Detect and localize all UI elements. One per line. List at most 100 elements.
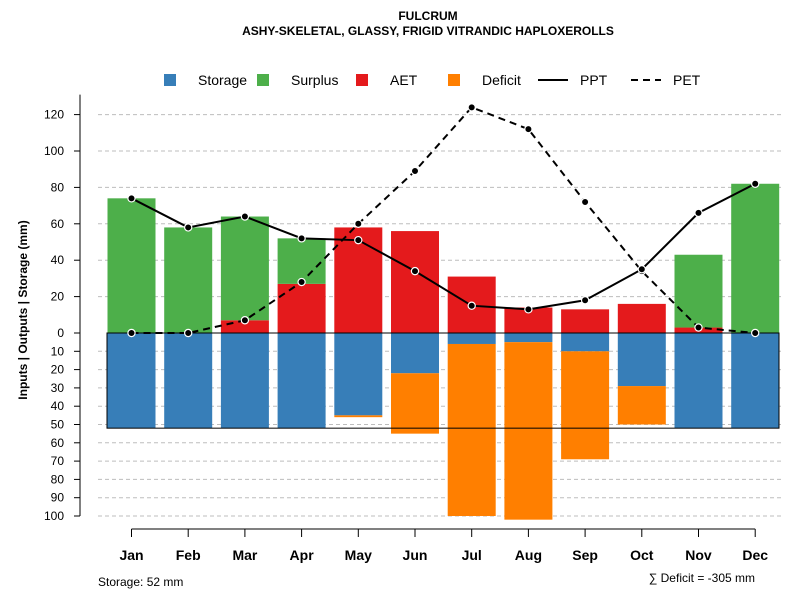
bar-storage-may xyxy=(334,333,383,416)
bar-storage-aug xyxy=(504,333,553,343)
y-tick-label: 60 xyxy=(51,217,65,231)
y-tick-label: 120 xyxy=(44,108,64,122)
bar-deficit-sep xyxy=(561,351,610,460)
bar-storage-feb xyxy=(164,333,213,429)
pet-point-sep xyxy=(580,197,590,207)
bar-storage-mar xyxy=(220,333,269,429)
bar-storage-oct xyxy=(617,333,666,387)
bar-surplus-mar xyxy=(220,216,269,321)
pet-point-feb xyxy=(183,328,193,338)
x-tick-label-sep: Sep xyxy=(572,547,598,563)
deficit-note: ∑ Deficit = -305 mm xyxy=(649,571,755,585)
y-tick-label: 0 xyxy=(57,326,64,340)
x-tick-label-jul: Jul xyxy=(462,547,482,563)
bar-storage-nov xyxy=(674,333,723,429)
bar-aet-oct xyxy=(617,303,666,333)
legend-swatch-surplus xyxy=(257,74,269,86)
ppt-point-jan xyxy=(127,194,136,203)
x-tick-label-jan: Jan xyxy=(119,547,143,563)
bars-layer xyxy=(106,183,780,520)
bar-deficit-jun xyxy=(391,373,439,434)
y-tick-label: 80 xyxy=(51,180,65,194)
bar-deficit-oct xyxy=(617,386,666,425)
y-tick-label: 50 xyxy=(51,418,65,432)
x-tick-label-aug: Aug xyxy=(515,547,542,563)
bar-surplus-nov xyxy=(674,254,723,328)
y-tick-label: 80 xyxy=(51,472,65,486)
pet-point-apr xyxy=(297,277,306,287)
y-tick-label: 60 xyxy=(51,436,65,450)
pet-point-jan xyxy=(127,328,136,338)
chart-title: FULCRUM xyxy=(398,9,457,23)
ppt-point-sep xyxy=(580,296,590,305)
legend-label-ppt: PPT xyxy=(580,72,608,88)
storage-note: Storage: 52 mm xyxy=(98,575,183,589)
y-tick-label: 100 xyxy=(44,509,64,523)
y-tick-label: 10 xyxy=(51,344,65,358)
lines-layer xyxy=(127,103,760,338)
bar-aet-apr xyxy=(277,283,326,333)
x-tick-label-feb: Feb xyxy=(176,547,201,563)
ppt-point-dec xyxy=(751,179,760,188)
ppt-point-aug xyxy=(524,305,533,314)
ppt-line xyxy=(131,182,756,311)
ppt-point-mar xyxy=(240,212,250,221)
bar-aet-may xyxy=(334,227,383,333)
bar-deficit-jul xyxy=(447,343,496,516)
pet-point-dec xyxy=(751,328,760,338)
axes-layer: 0 20 40 60 80 100 120 10 20 30 40 50 60 70 80 90 100 Jan F… xyxy=(44,94,768,563)
x-tick-label-oct: Oct xyxy=(630,547,654,563)
bar-surplus-feb xyxy=(164,227,213,333)
legend-swatch-storage xyxy=(164,74,176,86)
y-tick-label: 100 xyxy=(44,144,64,158)
bar-storage-dec xyxy=(731,333,780,429)
y-tick-label: 20 xyxy=(51,363,65,377)
bar-storage-jul xyxy=(447,333,496,344)
legend-label-storage: Storage xyxy=(198,72,247,88)
chart-subtitle: ASHY-SKELETAL, GLASSY, FRIGID VITRANDIC … xyxy=(242,24,614,38)
x-tick-label-may: May xyxy=(345,547,372,563)
x-tick-label-jun: Jun xyxy=(403,547,428,563)
bar-storage-jan xyxy=(107,333,156,429)
legend-label-surplus: Surplus xyxy=(291,72,338,88)
ppt-point-oct xyxy=(637,265,647,274)
bar-storage-apr xyxy=(277,333,326,429)
pet-line xyxy=(131,106,756,334)
legend-label-aet: AET xyxy=(390,72,418,88)
y-tick-label: 70 xyxy=(51,454,65,468)
y-axis-label: Inputs | Outputs | Storage (mm) xyxy=(16,220,30,399)
pet-point-jul xyxy=(467,103,476,112)
legend-label-deficit: Deficit xyxy=(482,72,521,88)
x-tick-label-dec: Dec xyxy=(742,547,768,563)
x-tick-label-apr: Apr xyxy=(290,547,315,563)
legend: Storage Surplus AET Deficit PPT PET xyxy=(164,72,701,88)
bar-surplus-jan xyxy=(107,198,156,333)
bar-deficit-aug xyxy=(504,342,553,520)
bar-deficit-may xyxy=(334,415,383,418)
legend-swatch-deficit xyxy=(448,74,460,86)
ppt-point-jul xyxy=(467,301,476,310)
bar-surplus-apr xyxy=(277,238,326,284)
legend-swatch-aet xyxy=(356,74,368,86)
ppt-point-jun xyxy=(410,266,420,276)
pet-point-mar xyxy=(240,316,250,325)
x-tick-label-mar: Mar xyxy=(232,547,257,563)
ppt-point-feb xyxy=(183,223,193,232)
ppt-point-apr xyxy=(297,234,306,243)
y-tick-label: 30 xyxy=(51,381,65,395)
y-tick-label: 40 xyxy=(51,399,65,413)
bar-storage-sep xyxy=(561,333,610,352)
legend-label-pet: PET xyxy=(673,72,701,88)
x-tick-label-nov: Nov xyxy=(685,547,712,563)
pet-point-nov xyxy=(694,323,703,332)
ppt-point-nov xyxy=(694,208,703,218)
pet-point-aug xyxy=(524,124,533,134)
y-tick-label: 40 xyxy=(51,253,65,267)
pet-point-may xyxy=(354,219,363,228)
pet-point-jun xyxy=(410,166,420,176)
bar-surplus-dec xyxy=(731,183,780,333)
y-tick-label: 20 xyxy=(51,290,65,304)
bar-aet-sep xyxy=(561,309,610,333)
ppt-point-may xyxy=(354,235,363,245)
